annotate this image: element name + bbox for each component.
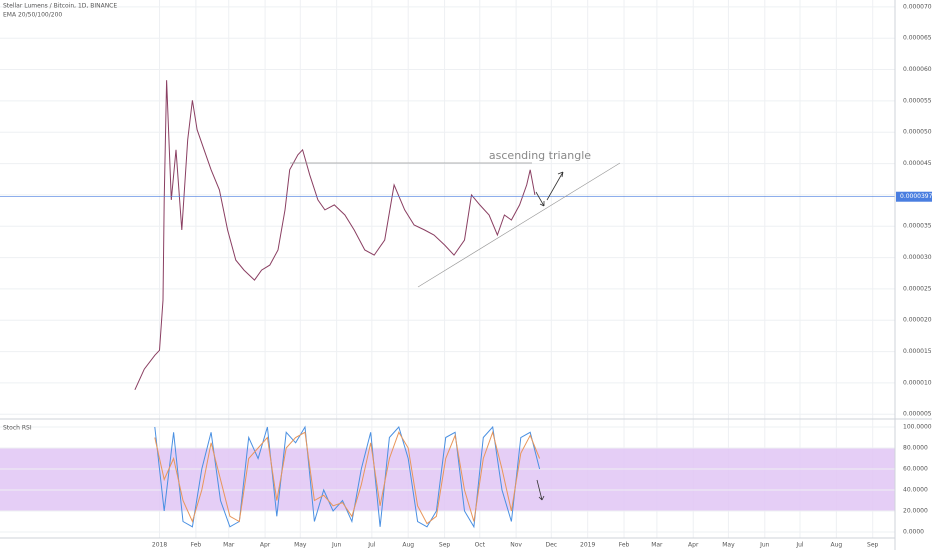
- y-tick-label: 0.00002000: [903, 317, 932, 324]
- y-tick-label: 0.00004500: [903, 160, 932, 167]
- stoch-band: [0, 448, 895, 512]
- x-tick-label: Apr: [688, 542, 699, 549]
- x-tick-label: Aug: [830, 542, 842, 549]
- stoch-arrow: [536, 479, 545, 501]
- y-tick-label: 0.00001000: [903, 379, 932, 386]
- series-line: [154, 430, 541, 525]
- y-tick-label: 60.0000: [903, 466, 928, 473]
- x-tick-label: Jun: [759, 542, 770, 549]
- y-tick-label: 0.00007000: [903, 3, 932, 10]
- x-tick-label: Mar: [651, 542, 663, 549]
- arrow-down: [535, 191, 545, 207]
- x-tick-label: 2019: [580, 542, 595, 549]
- x-tick-label: Jul: [367, 542, 376, 549]
- plot: [0, 80, 895, 529]
- y-tick-label: 80.0000: [903, 445, 928, 452]
- grid: [0, 0, 895, 538]
- y-tick-label: 0.00003000: [903, 254, 932, 261]
- y-tick-label: 0.00002500: [903, 285, 932, 292]
- arrow-up: [546, 171, 564, 201]
- x-tick-label: Nov: [510, 542, 522, 549]
- y-tick-label: 100.0000: [903, 424, 932, 431]
- x-tick-label: Jul: [795, 542, 804, 549]
- last-price-label: 0.00003971: [900, 193, 932, 200]
- last-price-tag: [896, 191, 932, 202]
- x-tick-label: Mar: [223, 542, 235, 549]
- y-tick-label: 0.00006000: [903, 66, 932, 73]
- y-tick-label: 0.00005500: [903, 97, 932, 104]
- x-tick-label: Jun: [331, 542, 342, 549]
- indicator-label: EMA 20/50/100/200: [3, 12, 62, 19]
- y-tick-label: 0.00001500: [903, 348, 932, 355]
- x-tick-label: Apr: [260, 542, 271, 549]
- stoch-title: Stoch RSI: [3, 425, 32, 432]
- y-tick-label: 0.0000: [903, 529, 924, 536]
- x-tick-label: May: [294, 542, 307, 549]
- y-tick-label: 20.0000: [903, 508, 928, 515]
- x-tick-label: Dec: [545, 542, 557, 549]
- x-tick-label: Feb: [191, 542, 202, 549]
- y-tick-label: 0.00003500: [903, 223, 932, 230]
- annotation: ascending triangle: [489, 149, 591, 162]
- x-tick-label: Aug: [402, 542, 414, 549]
- chart-title: Stellar Lumens / Bitcoin, 1D, BINANCE: [3, 3, 117, 10]
- x-tick-label: 2018: [152, 542, 167, 549]
- y-tick-label: 0.00000500: [903, 411, 932, 418]
- y-tick-label: 0.00006500: [903, 35, 932, 42]
- x-tick-label: Sep: [867, 542, 879, 549]
- x-tick-label: Feb: [619, 542, 630, 549]
- x-tick-label: Sep: [439, 542, 451, 549]
- y-tick-label: 40.0000: [903, 487, 928, 494]
- x-tick-label: May: [722, 542, 735, 549]
- support-line: [417, 162, 621, 288]
- y-tick-label: 0.00005000: [903, 129, 932, 136]
- x-tick-label: Oct: [475, 542, 486, 549]
